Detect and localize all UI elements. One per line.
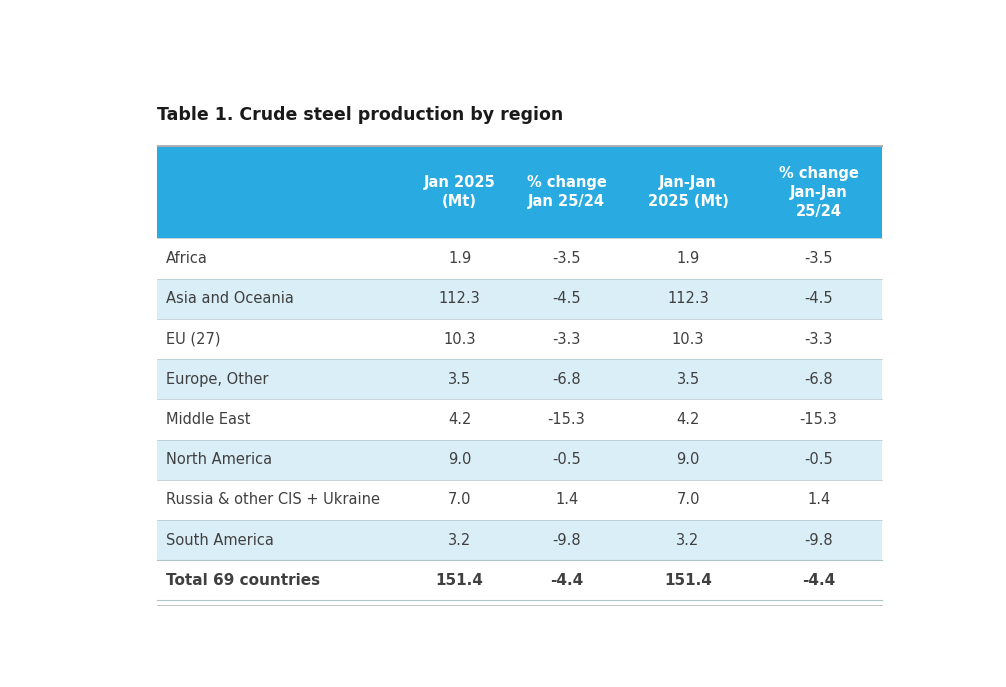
Text: 9.0: 9.0 xyxy=(448,452,472,467)
Text: Africa: Africa xyxy=(166,251,208,266)
Text: -3.5: -3.5 xyxy=(805,251,833,266)
Text: -4.5: -4.5 xyxy=(552,291,580,306)
Bar xyxy=(157,238,882,279)
Text: 9.0: 9.0 xyxy=(676,452,700,467)
Text: 4.2: 4.2 xyxy=(448,412,472,427)
Text: Russia & other CIS + Ukraine: Russia & other CIS + Ukraine xyxy=(166,493,380,507)
Text: Middle East: Middle East xyxy=(166,412,250,427)
Text: -15.3: -15.3 xyxy=(800,412,837,427)
Text: -3.3: -3.3 xyxy=(552,332,580,346)
Text: -3.5: -3.5 xyxy=(552,251,580,266)
Text: 1.4: 1.4 xyxy=(555,493,578,507)
Bar xyxy=(157,480,882,520)
Bar xyxy=(157,520,882,560)
Text: 151.4: 151.4 xyxy=(664,573,712,587)
Text: 112.3: 112.3 xyxy=(667,291,709,306)
Text: -0.5: -0.5 xyxy=(804,452,833,467)
Text: -4.4: -4.4 xyxy=(802,573,835,587)
Text: -4.4: -4.4 xyxy=(550,573,583,587)
Bar xyxy=(157,399,882,440)
Bar xyxy=(157,359,882,399)
Text: 3.2: 3.2 xyxy=(676,532,700,548)
Text: % change
Jan 25/24: % change Jan 25/24 xyxy=(527,175,607,210)
Text: Table 1. Crude steel production by region: Table 1. Crude steel production by regio… xyxy=(157,106,563,124)
Text: South America: South America xyxy=(166,532,275,548)
Text: 3.5: 3.5 xyxy=(448,372,471,387)
Text: 3.2: 3.2 xyxy=(448,532,471,548)
Text: Jan 2025
(Mt): Jan 2025 (Mt) xyxy=(424,175,496,210)
Bar xyxy=(157,319,882,359)
Text: -6.8: -6.8 xyxy=(804,372,833,387)
Text: 151.4: 151.4 xyxy=(436,573,484,587)
Text: % change
Jan-Jan
25/24: % change Jan-Jan 25/24 xyxy=(779,166,858,219)
Text: Total 69 countries: Total 69 countries xyxy=(166,573,321,587)
Text: -3.3: -3.3 xyxy=(805,332,833,346)
Text: EU (27): EU (27) xyxy=(166,332,220,346)
Text: 4.2: 4.2 xyxy=(676,412,700,427)
Text: Europe, Other: Europe, Other xyxy=(166,372,269,387)
Bar xyxy=(157,440,882,480)
Text: North America: North America xyxy=(166,452,273,467)
Text: 10.3: 10.3 xyxy=(672,332,704,346)
Text: 3.5: 3.5 xyxy=(676,372,699,387)
Text: -6.8: -6.8 xyxy=(552,372,580,387)
Text: 112.3: 112.3 xyxy=(439,291,481,306)
Bar xyxy=(157,279,882,319)
Bar xyxy=(157,560,882,600)
Text: Asia and Oceania: Asia and Oceania xyxy=(166,291,294,306)
Text: 10.3: 10.3 xyxy=(444,332,476,346)
Text: 7.0: 7.0 xyxy=(448,493,472,507)
Text: -9.8: -9.8 xyxy=(552,532,580,548)
Text: -4.5: -4.5 xyxy=(804,291,833,306)
Text: 1.9: 1.9 xyxy=(448,251,471,266)
Text: -9.8: -9.8 xyxy=(804,532,833,548)
Text: -0.5: -0.5 xyxy=(552,452,581,467)
Text: 1.9: 1.9 xyxy=(676,251,700,266)
Text: 1.4: 1.4 xyxy=(807,493,830,507)
Text: 7.0: 7.0 xyxy=(676,493,700,507)
Text: Jan-Jan
2025 (Mt): Jan-Jan 2025 (Mt) xyxy=(648,175,728,210)
Text: -15.3: -15.3 xyxy=(547,412,585,427)
